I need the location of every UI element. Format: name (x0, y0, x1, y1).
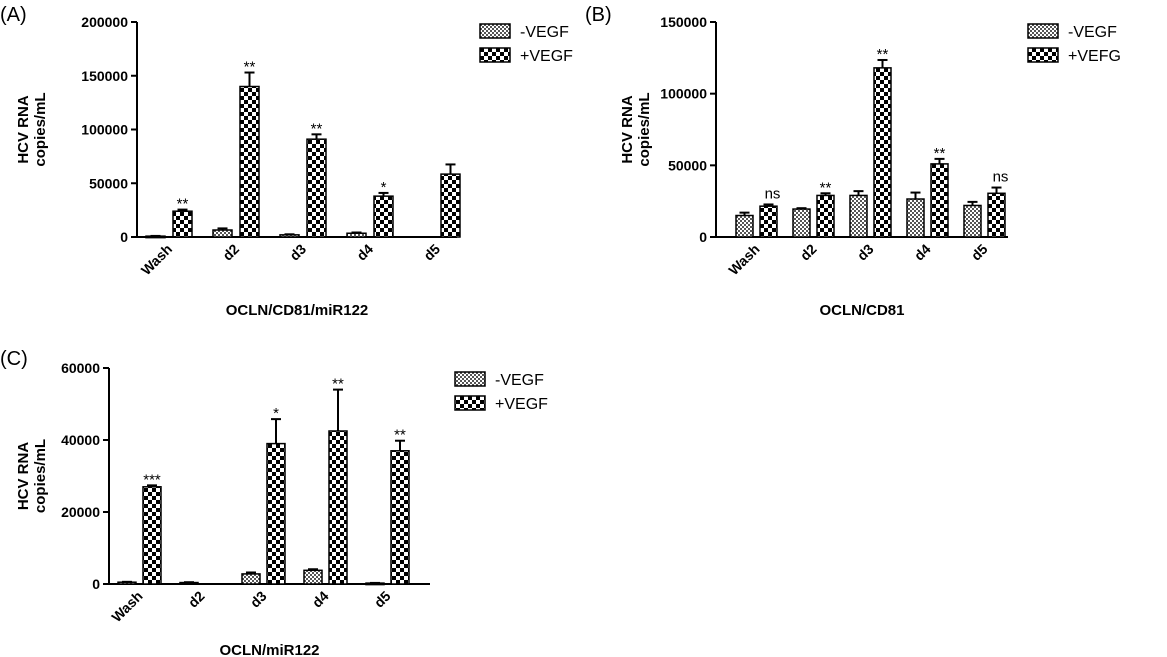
legend-swatch (1027, 47, 1059, 63)
y-tick-label: 60000 (61, 360, 100, 376)
y-tick-label: 150000 (81, 68, 128, 84)
bar-plus-wash (172, 210, 193, 238)
significance-label: ** (244, 59, 256, 76)
y-tick-label: 50000 (668, 157, 707, 173)
bar-minus-d3 (849, 194, 868, 238)
bar-plus-wash (142, 486, 162, 585)
bar-minus-d3 (241, 573, 261, 585)
y-tick-label: 40000 (61, 432, 100, 448)
bar-minus-d2 (212, 229, 233, 238)
bar-plus-d4 (930, 163, 949, 238)
bar-minus-d4 (346, 232, 367, 238)
legend-swatch (454, 395, 486, 411)
y-tick-label: 20000 (61, 504, 100, 520)
legend-swatch (1027, 23, 1059, 39)
y-tick-label: 50000 (89, 175, 128, 191)
x-tick-label: d5 (420, 241, 443, 264)
bar-plus-d4 (373, 195, 394, 238)
y-tick-label: 200000 (81, 14, 128, 30)
y-tick-label: 0 (120, 229, 128, 245)
legend-swatch (479, 23, 511, 39)
x-axis-title: OCLN/CD81 (819, 302, 904, 319)
x-tick-label: d2 (185, 588, 208, 611)
bar-plus-d5 (390, 450, 410, 585)
y-tick-label: 100000 (81, 122, 128, 138)
significance-label: ** (177, 196, 189, 213)
bar-plus-d3 (266, 442, 286, 585)
bar-plus-d2 (239, 85, 260, 238)
x-tick-label: d4 (353, 241, 376, 264)
y-axis-title: HCV RNAcopies/mL (15, 92, 49, 166)
y-tick-label: 100000 (660, 86, 707, 102)
x-tick-label: d4 (309, 588, 332, 611)
bar-minus-d4 (303, 569, 323, 585)
bar-minus-d2 (792, 208, 811, 238)
legend-label: -VEGF (520, 24, 569, 41)
x-tick-label: d3 (286, 241, 309, 264)
panel-label: (C) (0, 348, 28, 370)
bar-plus-d4 (328, 430, 348, 585)
x-tick-label: d5 (371, 588, 394, 611)
bar-plus-d3 (873, 67, 892, 238)
y-axis-title: HCV RNAcopies/mL (619, 92, 653, 166)
legend-label: +VEGF (520, 48, 573, 65)
significance-label: ** (332, 376, 344, 393)
significance-label: ns (765, 185, 781, 202)
x-tick-label: Wash (138, 241, 175, 278)
legend-label: +VEGF (495, 396, 548, 413)
significance-label: ** (820, 179, 832, 196)
bar-plus-d5 (440, 173, 461, 238)
bar-plus-d5 (987, 192, 1006, 238)
chart-panel-1: (A) 0 50000 100000 150000 200000 HCV RNAcopies… (0, 4, 573, 319)
panel-label: (A) (0, 4, 27, 26)
significance-label: ** (311, 120, 323, 137)
y-tick-label: 150000 (660, 14, 707, 30)
bar-plus-d2 (816, 194, 835, 238)
x-tick-label: d2 (797, 241, 820, 264)
legend-label: -VEGF (1068, 24, 1117, 41)
significance-label: ** (934, 145, 946, 162)
x-axis-title: OCLN/CD81/miR122 (226, 302, 369, 319)
x-tick-label: d3 (247, 588, 270, 611)
x-tick-label: Wash (108, 588, 145, 625)
legend-label: +VEFG (1068, 48, 1121, 65)
x-tick-label: d3 (854, 241, 877, 264)
significance-label: * (273, 405, 279, 422)
bar-minus-wash (735, 214, 754, 238)
x-tick-label: Wash (725, 241, 762, 278)
x-tick-label: d5 (968, 241, 991, 264)
significance-label: ns (993, 169, 1009, 186)
y-axis-title: HCV RNAcopies/mL (15, 439, 49, 513)
y-tick-label: 0 (92, 576, 100, 592)
legend-swatch (479, 47, 511, 63)
x-axis-title: OCLN/miR122 (219, 642, 319, 657)
bar-minus-d4 (906, 198, 925, 238)
significance-label: ** (394, 427, 406, 444)
x-tick-label: d2 (219, 241, 242, 264)
bar-minus-d5 (963, 204, 982, 238)
significance-label: ** (877, 46, 889, 63)
significance-label: *** (143, 471, 161, 488)
legend-swatch (454, 371, 486, 387)
y-tick-label: 0 (699, 229, 707, 245)
bar-plus-d3 (306, 138, 327, 238)
chart-panel-2: (B) 0 50000 100000 150000 HCV RNAcopies/mL Was… (585, 4, 1121, 319)
significance-label: * (381, 179, 387, 196)
bar-plus-wash (759, 205, 778, 238)
chart-panel-3: (C) 0 20000 40000 60000 HCV RNAcopies/mL Wash d… (0, 348, 548, 657)
panel-label: (B) (585, 4, 612, 26)
x-tick-label: d4 (911, 241, 934, 264)
legend-label: -VEGF (495, 372, 544, 389)
